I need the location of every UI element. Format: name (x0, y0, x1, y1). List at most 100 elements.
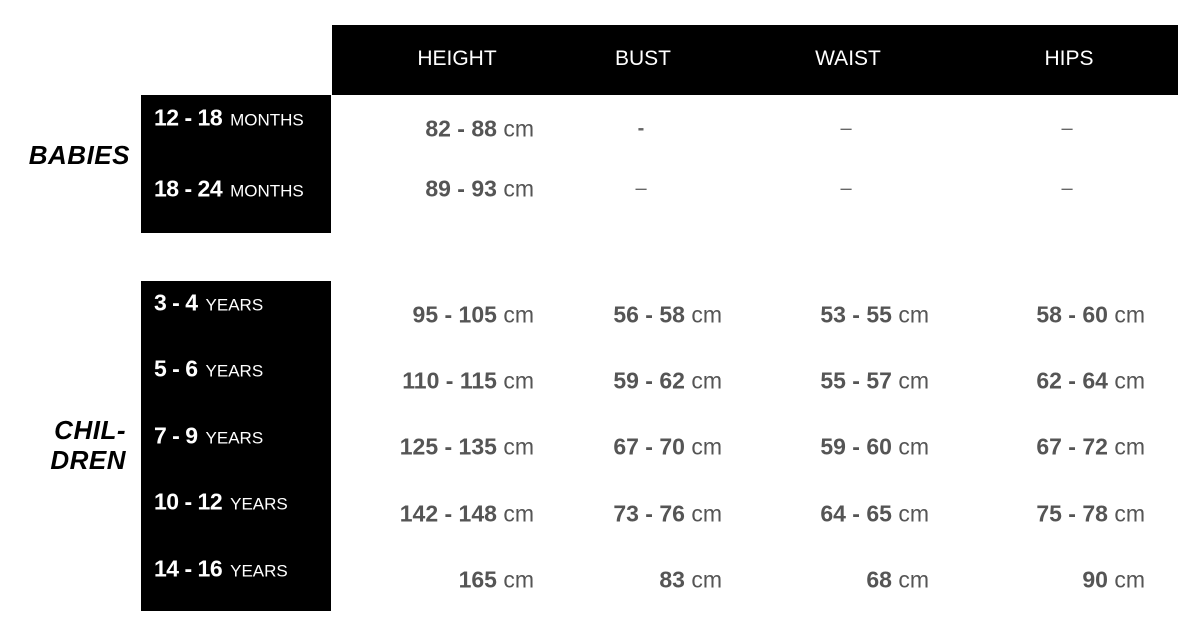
age-range-label: 12 - 18 MONTHS (154, 105, 304, 132)
age-unit: YEARS (230, 561, 288, 581)
cell-hips: 62 - 64 cm (1036, 368, 1145, 395)
cell-height: 89 - 93 cm (425, 176, 534, 203)
age-range: 12 - 18 (154, 104, 223, 131)
measurement-value: 53 - 55 (820, 301, 892, 328)
cell-hips: 75 - 78 cm (1036, 501, 1145, 528)
age-range-label: 3 - 4 YEARS (154, 290, 263, 317)
cell-bust: - (637, 117, 645, 140)
column-header-bust: BUST (614, 47, 672, 70)
cell-waist: – (840, 117, 852, 140)
measurement-value: 67 - 70 (613, 433, 685, 460)
age-range: 7 - 9 (154, 422, 198, 449)
age-range: 3 - 4 (154, 289, 198, 316)
measurement-value: 89 - 93 (425, 175, 497, 202)
group-label-children: CHIL- DREN (6, 415, 126, 475)
measurement-value: 64 - 65 (820, 500, 892, 527)
cell-waist: 64 - 65 cm (820, 501, 929, 528)
cell-hips: 67 - 72 cm (1036, 434, 1145, 461)
measurement-unit: cm (691, 566, 722, 593)
measurement-value: 165 (458, 566, 497, 593)
measurement-value: 82 - 88 (425, 115, 497, 142)
children-age-box (141, 281, 331, 611)
cell-hips: – (1061, 117, 1073, 140)
measurement-unit: cm (503, 433, 534, 460)
cell-height: 95 - 105 cm (413, 302, 534, 329)
measurement-value: 59 - 60 (820, 433, 892, 460)
measurement-value: 125 - 135 (399, 433, 497, 460)
cell-height: 110 - 115 cm (402, 368, 534, 395)
measurement-unit: cm (898, 500, 929, 527)
measurement-value: 67 - 72 (1036, 433, 1108, 460)
measurement-value: 68 (866, 566, 892, 593)
age-range-label: 7 - 9 YEARS (154, 423, 263, 450)
measurement-unit: cm (503, 367, 534, 394)
cell-height: 82 - 88 cm (425, 116, 534, 143)
cell-height: 142 - 148 cm (400, 501, 534, 528)
cell-hips: 58 - 60 cm (1036, 302, 1145, 329)
column-header-hips: HIPS (1044, 47, 1094, 70)
measurement-unit: cm (1114, 566, 1145, 593)
group-label-line: CHIL- (54, 415, 126, 445)
measurement-value: 59 - 62 (613, 367, 685, 394)
cell-bust: – (635, 177, 647, 200)
measurement-value: 142 - 148 (399, 500, 497, 527)
age-unit: MONTHS (230, 181, 304, 201)
cell-waist: 55 - 57 cm (820, 368, 929, 395)
cell-waist: – (840, 177, 852, 200)
measurement-value: 83 (659, 566, 685, 593)
age-unit: MONTHS (230, 110, 304, 130)
measurement-unit: cm (1114, 301, 1145, 328)
measurement-unit: cm (503, 115, 534, 142)
age-unit: YEARS (230, 494, 288, 514)
column-header-waist: WAIST (815, 47, 881, 70)
measurement-value: 56 - 58 (613, 301, 685, 328)
group-label-line: DREN (50, 445, 126, 475)
age-unit: YEARS (205, 295, 264, 315)
cell-bust: 59 - 62 cm (613, 368, 722, 395)
measurement-value: 90 (1082, 566, 1108, 593)
measurement-value: 95 - 105 (412, 301, 497, 328)
cell-hips: – (1061, 177, 1073, 200)
column-header-height: HEIGHT (417, 47, 497, 70)
measurement-value: 73 - 76 (613, 500, 685, 527)
measurement-unit: cm (691, 367, 722, 394)
cell-bust: 67 - 70 cm (613, 434, 722, 461)
age-range-label: 14 - 16 YEARS (154, 556, 288, 583)
measurement-unit: cm (1114, 433, 1145, 460)
measurement-unit: cm (691, 301, 722, 328)
babies-age-box (141, 95, 331, 233)
age-range-label: 5 - 6 YEARS (154, 356, 263, 383)
measurement-unit: cm (1114, 500, 1145, 527)
measurement-unit: cm (691, 433, 722, 460)
measurement-unit: cm (691, 500, 722, 527)
cell-waist: 59 - 60 cm (820, 434, 929, 461)
age-range: 18 - 24 (154, 175, 223, 202)
measurement-unit: cm (898, 433, 929, 460)
measurement-value: 75 - 78 (1036, 500, 1108, 527)
measurement-value: 55 - 57 (820, 367, 892, 394)
cell-height: 165 cm (459, 567, 534, 594)
age-range: 14 - 16 (154, 555, 223, 582)
cell-height: 125 - 135 cm (400, 434, 534, 461)
measurement-unit: cm (503, 500, 534, 527)
measurement-unit: cm (898, 566, 929, 593)
measurement-unit: cm (503, 175, 534, 202)
cell-hips: 90 cm (1082, 567, 1145, 594)
measurement-unit: cm (503, 566, 534, 593)
cell-waist: 68 cm (866, 567, 929, 594)
age-range: 10 - 12 (154, 488, 223, 515)
measurement-value: 58 - 60 (1036, 301, 1108, 328)
measurement-value: 62 - 64 (1036, 367, 1108, 394)
age-range: 5 - 6 (154, 355, 198, 382)
measurement-unit: cm (898, 367, 929, 394)
age-unit: YEARS (205, 428, 264, 448)
age-range-label: 18 - 24 MONTHS (154, 176, 304, 203)
measurement-unit: cm (503, 301, 534, 328)
age-range-label: 10 - 12 YEARS (154, 489, 288, 516)
measurement-unit: cm (898, 301, 929, 328)
measurement-unit: cm (1114, 367, 1145, 394)
group-label-babies: BABIES (28, 140, 130, 170)
measurement-value: 110 - 115 (402, 367, 497, 394)
cell-bust: 56 - 58 cm (613, 302, 722, 329)
age-unit: YEARS (205, 361, 264, 381)
